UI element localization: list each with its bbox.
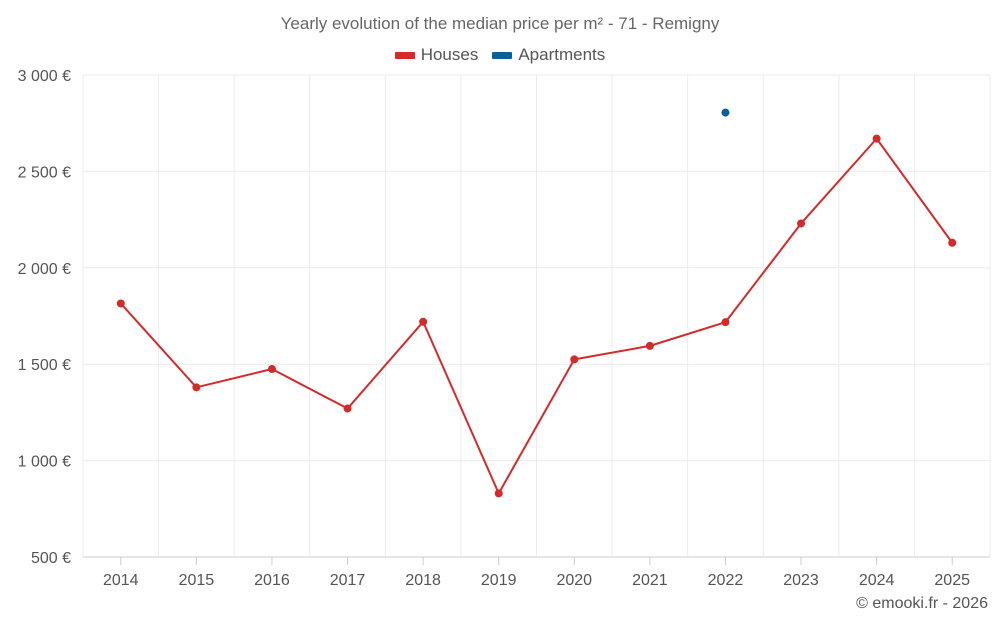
chart-grid [82,74,991,558]
y-tick-label: 1 500 € [18,357,71,374]
x-tick-label: 2025 [934,572,970,589]
chart-title: Yearly evolution of the median price per… [280,14,720,33]
legend-item-houses[interactable]: Houses [394,45,479,65]
y-tick-label: 2 500 € [18,164,71,181]
x-tick-label: 2020 [556,572,592,589]
data-point-houses [570,355,579,364]
legend-swatch-houses [394,51,415,59]
x-tick-label: 2021 [632,572,668,589]
x-tick-label: 2023 [783,572,819,589]
series-line-houses [120,137,954,495]
data-point-apartments [721,108,730,117]
data-point-houses [494,489,503,498]
y-tick-label: 500 € [31,550,71,567]
chart-series [116,108,957,498]
y-tick-label: 3 000 € [18,68,71,85]
legend-label-apartments: Apartments [518,45,606,64]
data-point-houses [419,317,428,326]
x-tick-label: 2014 [103,572,139,589]
x-tick-label: 2015 [179,572,215,589]
x-tick-label: 2022 [708,572,744,589]
x-tick-label: 2024 [859,572,895,589]
data-point-houses [797,219,806,228]
y-tick-label: 1 000 € [18,454,71,471]
x-tick-label: 2017 [330,572,366,589]
legend-swatch-apartments [492,51,513,59]
data-point-houses [872,134,881,143]
data-point-houses [192,383,201,392]
y-tick-label: 2 000 € [18,261,71,278]
data-point-houses [645,341,654,350]
copyright-credit: © emooki.fr - 2026 [856,595,988,612]
x-tick-label: 2018 [405,572,441,589]
data-point-houses [721,318,730,327]
data-point-houses [343,404,352,413]
data-point-houses [267,365,276,374]
x-tick-label: 2016 [254,572,290,589]
data-point-houses [116,299,125,308]
chart-legend: Houses Apartments [0,45,1000,65]
x-tick-label: 2019 [481,572,517,589]
legend-item-apartments[interactable]: Apartments [492,45,605,65]
chart-axes: 500 € 1 000 € 1 500 € 2 000 € 2 500 € 3 000 €… [18,68,970,589]
data-point-houses [948,238,957,247]
legend-label-houses: Houses [420,45,479,64]
